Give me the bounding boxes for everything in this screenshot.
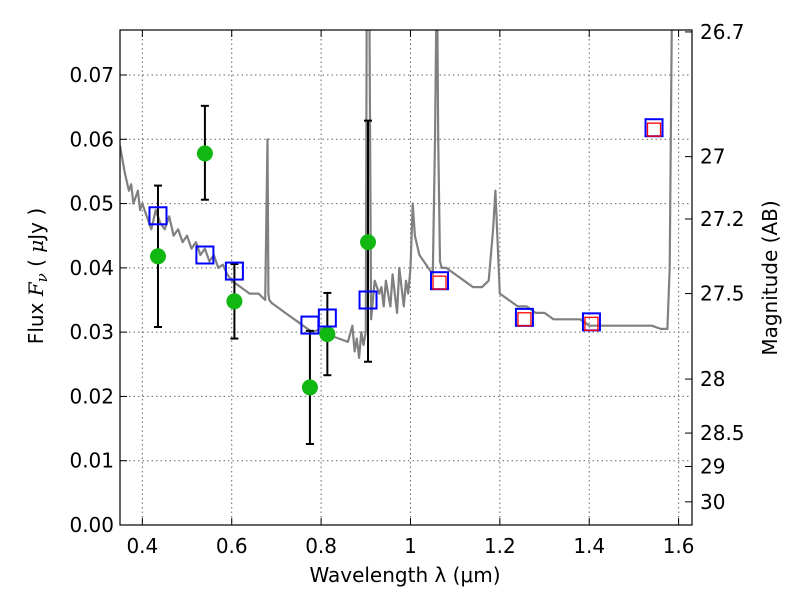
x-tick-label: 0.8 <box>305 534 337 558</box>
model-flux-square <box>148 206 168 226</box>
x-axis-label: Wavelength λ (μm) <box>309 563 500 587</box>
y-axis-label: Flux Fν ( μJy ) <box>24 208 51 344</box>
y-tick-label: 0.07 <box>69 63 114 87</box>
x-tick-label: 0.6 <box>216 534 248 558</box>
model-flux-square-small <box>584 316 599 331</box>
observed-point <box>149 248 166 265</box>
y-tick-label: 0.00 <box>69 513 114 537</box>
observed-point <box>360 234 377 251</box>
y2-tick-label: 28.5 <box>700 421 745 445</box>
model-flux-square <box>195 245 215 265</box>
y-tick-label: 0.04 <box>69 256 114 280</box>
plot-frame <box>119 29 693 526</box>
y2-tick-label: 30 <box>700 490 725 514</box>
model-flux-square <box>317 308 337 328</box>
y2-tick-label: 27 <box>700 145 725 169</box>
y-tick-label: 0.03 <box>69 320 114 344</box>
x-tick-label: 1.6 <box>663 534 695 558</box>
model-flux-square-small <box>517 312 532 327</box>
observed-point <box>196 145 213 162</box>
y2-tick-label: 28 <box>700 367 725 391</box>
observed-point <box>301 379 318 396</box>
sed-model-line <box>120 30 673 359</box>
y-tick-label: 0.06 <box>69 127 114 151</box>
model-flux-square-small <box>646 122 662 137</box>
y-tick-label: 0.05 <box>69 192 114 216</box>
y2-tick-label: 29 <box>700 455 725 479</box>
observed-point <box>226 293 243 310</box>
x-tick-label: 1.4 <box>573 534 605 558</box>
y2-tick-label: 26.7 <box>700 20 745 44</box>
model-flux-square <box>358 290 378 310</box>
y2-axis-label: Magnitude (AB) <box>758 200 782 355</box>
axis-ticks: 0.4 0.6 0.8 1 1.2 1.4 1.6 0.00 0.01 0.02 0.03 0.04 0… <box>69 20 744 558</box>
x-tick-label: 0.4 <box>126 534 158 558</box>
x-tick-label: 1.2 <box>484 534 516 558</box>
y-tick-label: 0.01 <box>69 449 114 473</box>
grid-lines <box>120 30 692 525</box>
x-tick-label: 1 <box>404 534 417 558</box>
y-tick-label: 0.02 <box>69 384 114 408</box>
observed-point <box>319 326 336 343</box>
model-flux-square <box>224 261 244 281</box>
plot-area <box>120 30 673 445</box>
model-flux-square-small <box>432 275 447 290</box>
y2-tick-label: 27.2 <box>700 207 745 231</box>
y2-tick-label: 27.5 <box>700 282 745 306</box>
